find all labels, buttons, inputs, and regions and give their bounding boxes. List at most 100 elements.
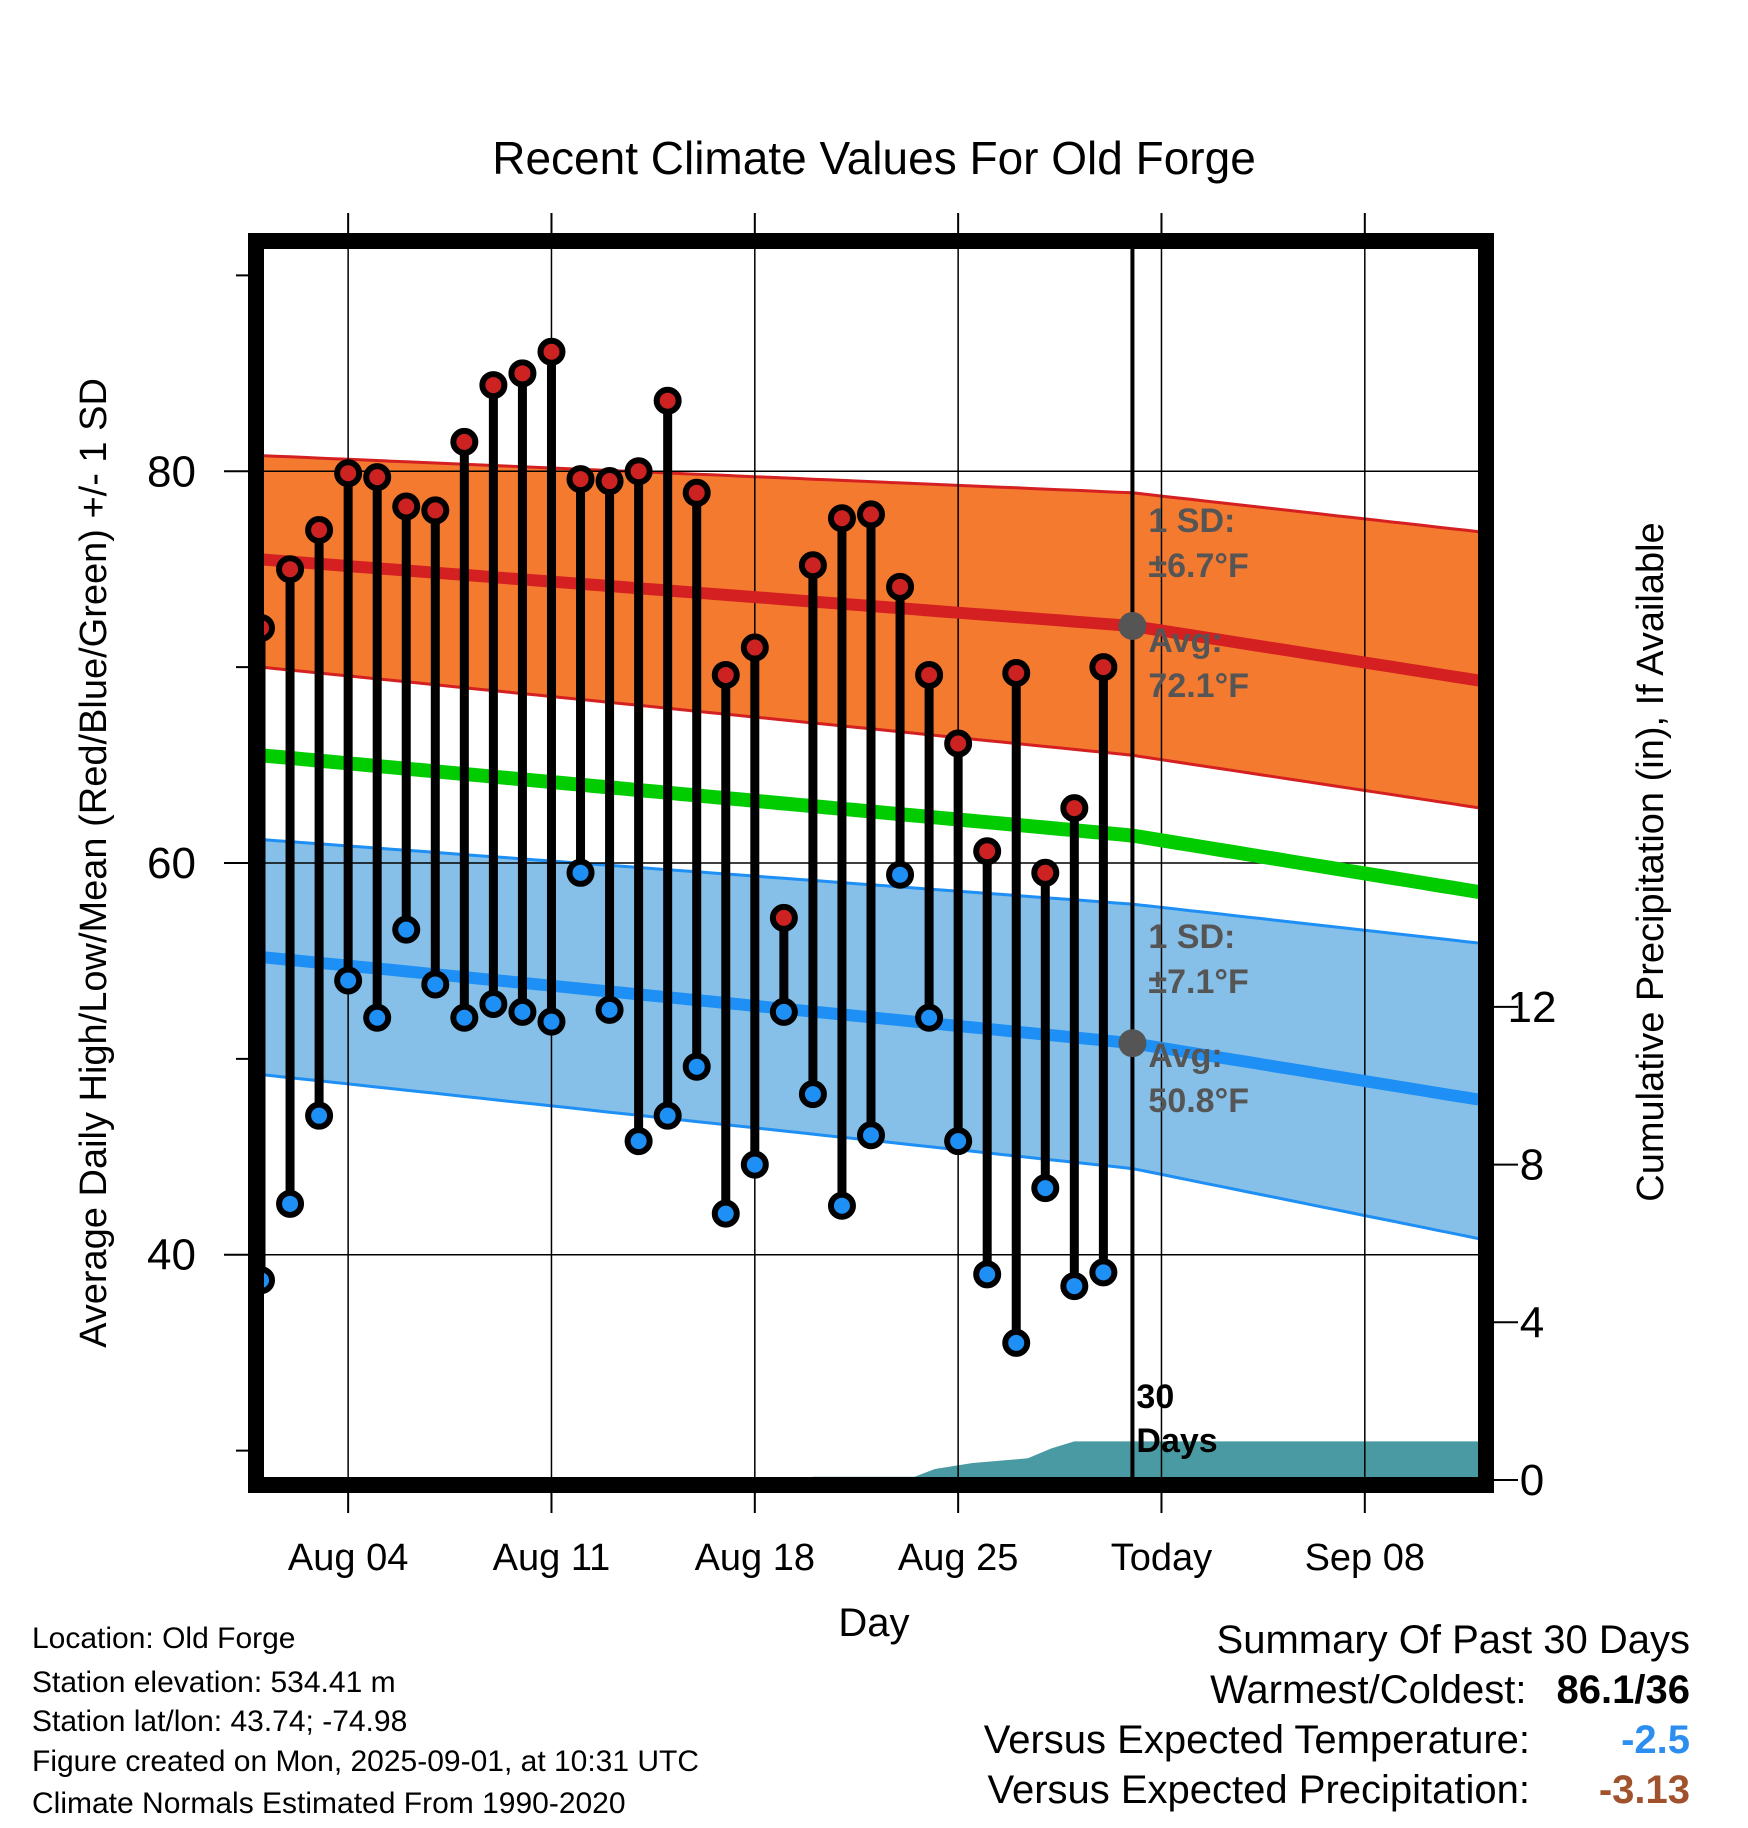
info-created: Figure created on Mon, 2025-09-01, at 10…	[32, 1745, 700, 1778]
x-axis-label: Day	[838, 1601, 909, 1645]
high-point-12	[595, 467, 624, 496]
high-point-8	[479, 371, 508, 400]
low-point-6	[421, 970, 450, 999]
high-avg-label: Avg:	[1148, 622, 1222, 660]
summary-warmest-value: 86.1/36	[1556, 1668, 1690, 1712]
high-point-25	[973, 837, 1002, 866]
low-sd-label: 1 SD:	[1148, 918, 1235, 956]
high-point-13	[624, 457, 653, 486]
low-point-24	[944, 1127, 973, 1156]
x-tick-label-1: Aug 11	[493, 1537, 611, 1579]
today-days-label-1: 30	[1136, 1378, 1174, 1416]
low-point-28	[1060, 1272, 1089, 1301]
y2-tick-label-8: 8	[1520, 1141, 1544, 1190]
summary-precip-label: Versus Expected Precipitation:	[987, 1768, 1530, 1812]
low-point-13	[624, 1127, 653, 1156]
low-point-23	[915, 1003, 944, 1032]
high-point-23	[915, 660, 944, 689]
high-point-20	[827, 504, 856, 533]
summary-temp-row: Versus Expected Temperature: -2.5	[984, 1718, 1690, 1763]
x-tick-label-4: Today	[1111, 1537, 1212, 1579]
low-point-27	[1031, 1174, 1060, 1203]
summary-warmest-label: Warmest/Coldest:	[1210, 1668, 1527, 1712]
high-point-15	[682, 478, 711, 507]
plot-area	[261, 246, 1481, 1480]
low-point-5	[392, 915, 421, 944]
low-point-1	[276, 1189, 305, 1218]
low-point-25	[973, 1260, 1002, 1289]
low-point-20	[827, 1191, 856, 1220]
low-point-16	[711, 1199, 740, 1228]
y2-axis-label: Cumulative Precipitation (in), If Availa…	[1630, 522, 1672, 1201]
high-point-10	[537, 337, 566, 366]
low-point-10	[537, 1007, 566, 1036]
high-point-7	[450, 427, 479, 456]
high-point-11	[566, 465, 595, 494]
summary-temp-value: -2.5	[1621, 1718, 1690, 1762]
low-point-26	[1002, 1328, 1031, 1357]
high-point-28	[1060, 794, 1089, 823]
low-avg-value: 50.8°F	[1148, 1082, 1249, 1120]
info-normals: Climate Normals Estimated From 1990-2020	[32, 1787, 626, 1820]
low-point-12	[595, 995, 624, 1024]
low-point-15	[682, 1052, 711, 1081]
high-point-5	[392, 492, 421, 521]
precip-area	[812, 1441, 1481, 1480]
low-point-21	[857, 1121, 885, 1150]
x-tick-label-2: Aug 18	[695, 1537, 815, 1579]
today-days-label-2: Days	[1136, 1422, 1217, 1460]
high-point-24	[944, 729, 973, 758]
low-avg-label: Avg:	[1148, 1037, 1222, 1075]
high-point-19	[798, 551, 827, 580]
high-avg-value: 72.1°F	[1148, 667, 1249, 705]
high-point-4	[363, 463, 392, 492]
high-point-3	[334, 459, 363, 488]
high-point-16	[711, 660, 740, 689]
chart-title: Recent Climate Values For Old Forge	[492, 132, 1256, 184]
high-point-27	[1031, 858, 1060, 887]
high-point-26	[1002, 659, 1031, 688]
high-point-1	[276, 555, 305, 584]
summary-temp-label: Versus Expected Temperature:	[983, 1718, 1530, 1762]
low-point-22	[886, 860, 915, 889]
low-point-7	[450, 1003, 479, 1032]
y2-tick-label-4: 4	[1520, 1298, 1544, 1347]
high-point-29	[1089, 653, 1118, 682]
low-point-14	[653, 1101, 682, 1130]
high-point-21	[857, 500, 885, 529]
today-high-avg-marker	[1118, 611, 1147, 640]
today-low-avg-marker	[1118, 1029, 1147, 1058]
high-sd-value: ±6.7°F	[1148, 547, 1248, 585]
high-point-14	[653, 386, 682, 415]
summary-precip-value: -3.13	[1598, 1768, 1690, 1812]
low-point-18	[769, 997, 798, 1026]
y2-tick-label-0: 0	[1520, 1456, 1544, 1505]
plot-frame	[248, 233, 1494, 1493]
y2-tick-label-12: 12	[1508, 983, 1557, 1032]
low-point-19	[798, 1080, 827, 1109]
summary-heading: Summary Of Past 30 Days	[1216, 1618, 1690, 1662]
low-point-4	[363, 1003, 392, 1032]
y-axis-label: Average Daily High/Low/Mean (Red/Blue/Gr…	[73, 378, 115, 1348]
info-location: Location: Old Forge	[32, 1622, 296, 1655]
low-point-11	[566, 858, 595, 887]
y-tick-label-40: 40	[147, 1231, 196, 1280]
low-point-9	[508, 997, 537, 1026]
y-tick-label-80: 80	[147, 447, 196, 496]
high-point-17	[740, 633, 769, 662]
high-sd-label: 1 SD:	[1148, 502, 1235, 540]
x-tick-label-3: Aug 25	[898, 1537, 1018, 1579]
high-point-22	[886, 572, 915, 601]
low-point-17	[740, 1150, 769, 1179]
info-elevation: Station elevation: 534.41 m	[32, 1666, 396, 1699]
y-tick-label-60: 60	[147, 839, 196, 888]
summary-warmest-row: Warmest/Coldest: 86.1/36	[1210, 1668, 1690, 1713]
low-point-2	[305, 1101, 334, 1130]
low-sd-value: ±7.1°F	[1148, 963, 1248, 1001]
low-point-3	[334, 966, 363, 995]
high-point-2	[305, 516, 334, 545]
x-tick-label-0: Aug 04	[288, 1537, 408, 1579]
x-tick-label-5: Sep 08	[1305, 1537, 1425, 1579]
high-point-9	[508, 359, 537, 388]
